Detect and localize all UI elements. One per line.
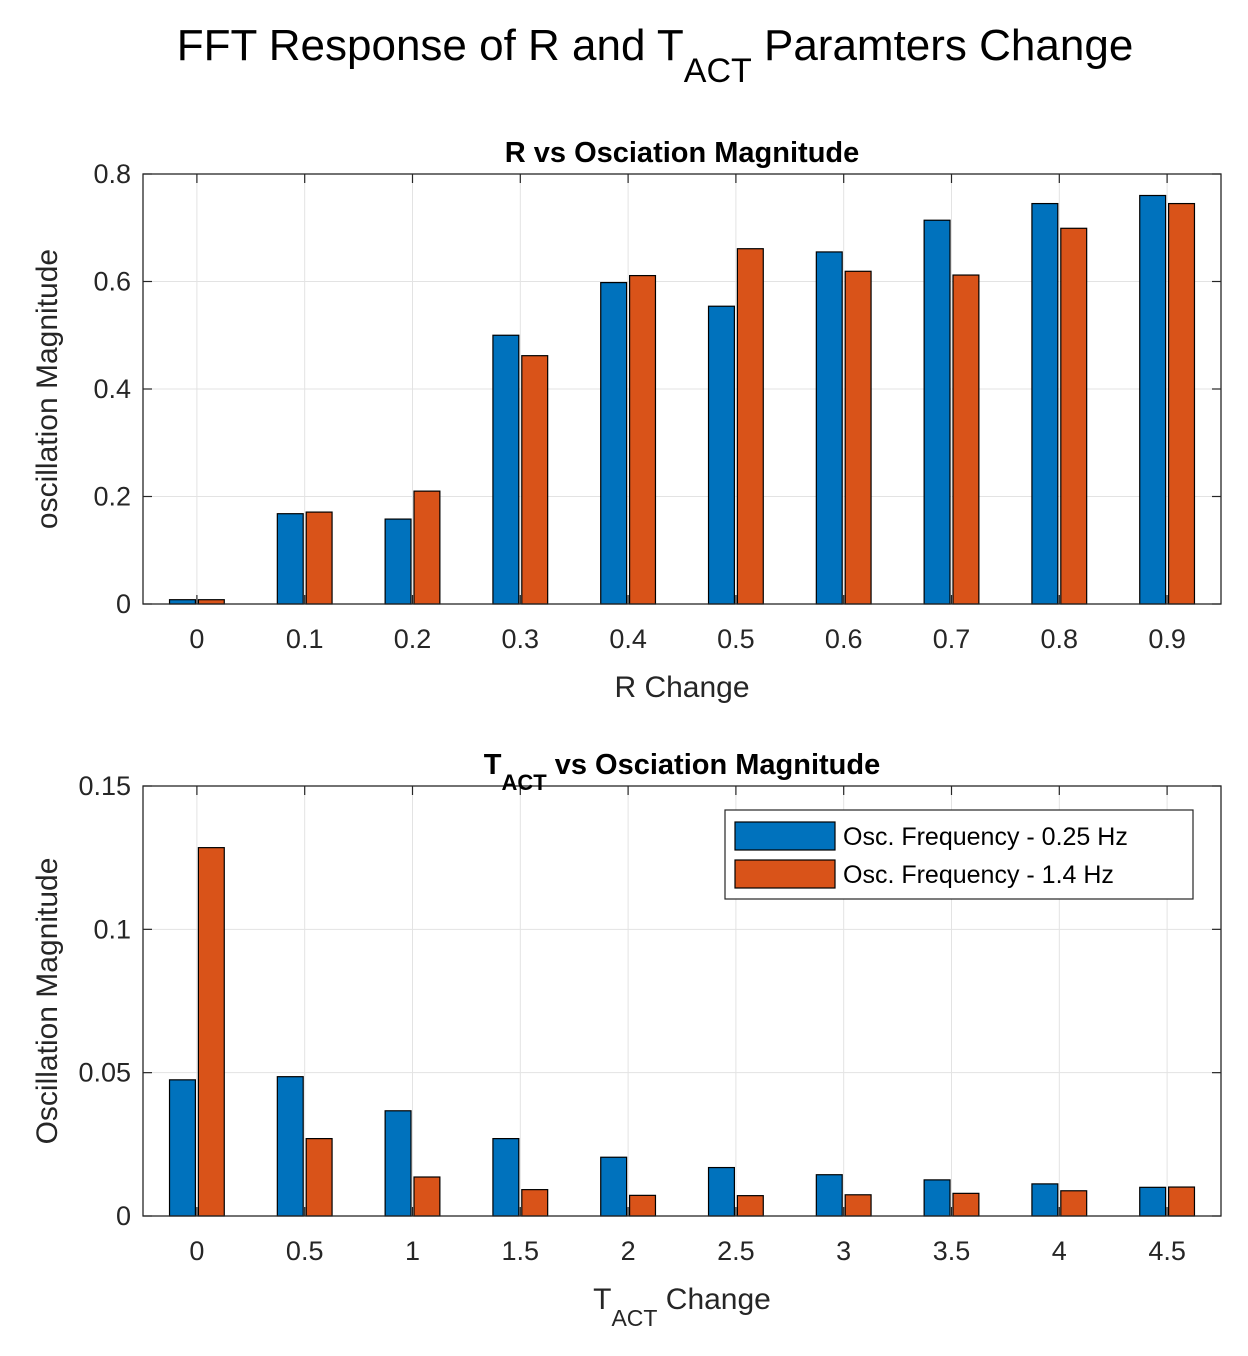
y-tick-label: 0.8 [93,159,131,189]
bar-series-1-3-5 [923,1179,951,1217]
figure-title: FFT Response of R and TACT Paramters Cha… [177,21,1134,90]
bar-series-2-0-6 [844,270,872,605]
bar-series-2-0-4 [628,274,657,605]
x-tick-label: 0 [189,624,204,654]
x-tick-label: 4 [1052,1236,1067,1266]
x-tick-label: 0.5 [717,624,755,654]
bar-series-2-4-5 [1167,1186,1196,1217]
bar-series-2-0 [197,847,225,1217]
chart-r-vs-oscillation: 0 0.1 0.2 0.3 0.4 0.5 0.6 0.7 0.8 0.9 0 0.2 0.4 0.6 0.… [31,137,1222,704]
figure-title-subscript: ACT [684,52,752,90]
x-tick-label: 1 [405,1236,420,1266]
bar-series-2-2-5 [736,1195,764,1217]
bar-series-2-0-9 [1167,202,1196,605]
x-tick-label: 2.5 [717,1236,755,1266]
bar-series-2-2 [628,1194,657,1217]
y-axis-label: oscillation Magnitude [31,249,64,529]
chart-title-main: T [484,749,502,781]
bar-series-1-3 [815,1174,843,1217]
bar-series-2-3 [844,1194,872,1217]
bar-series-1-0-5 [707,305,736,605]
chart-title: TACT vs Osciation Magnitude [484,749,881,795]
x-axis-label-main: R Change [614,671,749,704]
bar-series-1-0-2 [384,518,412,605]
x-tick-label: 0.9 [1148,624,1186,654]
bar-series-1-4 [1031,1183,1059,1217]
chart-title: R vs Osciation Magnitude [505,137,860,169]
bar-series-2-0-1 [305,511,333,605]
y-tick-label: 0.15 [78,771,131,801]
bar-series-2-0-2 [413,490,441,605]
chart-title-subscript: ACT [501,770,547,795]
y-tick-label: 0.05 [78,1058,131,1088]
x-axis-label: TACT Change [593,1283,771,1331]
bar-series-2-0-5 [736,248,764,605]
x-tick-label: 1.5 [502,1236,540,1266]
x-tick-label: 0.7 [933,624,971,654]
bar-series-2-1 [413,1176,441,1217]
bar-series-1-2-5 [707,1166,736,1217]
bar-series-2-0-8 [1060,227,1088,605]
legend-swatch-series-1 [734,821,836,851]
x-tick-label: 4.5 [1148,1236,1186,1266]
bar-series-1-0 [168,1079,196,1217]
bar-series-1-0-1 [276,513,304,605]
x-axis-label-main: T [593,1283,611,1316]
x-tick-label: 3 [836,1236,851,1266]
x-tick-label: 0.6 [825,624,863,654]
x-tick-label: 0.3 [502,624,540,654]
y-tick-label: 0 [116,1201,131,1231]
bar-series-2-0-3 [521,355,549,605]
y-tick-label: 0.2 [93,482,131,512]
bar-series-2-0-5 [305,1137,333,1217]
figure-title-prefix: FFT Response of R and T [177,21,684,70]
bar-series-1-0-5 [276,1076,304,1217]
x-tick-label: 0 [189,1236,204,1266]
figure-title-suffix: Paramters Change [752,21,1134,70]
bar-series-1-0-9 [1139,194,1167,605]
x-tick-label: 0.1 [286,624,324,654]
bar-series-1-0-8 [1031,202,1059,605]
x-tick-label: 3.5 [933,1236,971,1266]
bar-series-1-2 [600,1156,628,1217]
x-tick-label: 0.2 [394,624,432,654]
chart-title-suffix: R vs Osciation Magnitude [505,137,860,169]
bar-series-2-0-7 [952,274,980,605]
bar-series-1-0-3 [492,334,520,605]
legend: Osc. Frequency - 0.25 Hz Osc. Frequency -… [724,809,1194,900]
chart-title-suffix: vs Osciation Magnitude [547,749,881,781]
legend-swatch-series-2 [734,859,836,889]
x-tick-label: 2 [621,1236,636,1266]
axes-box [142,785,1222,1217]
x-axis-label: R Change [614,671,749,704]
y-axis-label: Oscillation Magnitude [31,858,64,1145]
bar-series-1-0-7 [923,219,951,605]
bar-series-1-1 [384,1110,412,1217]
x-axis-label-subscript: ACT [611,1305,657,1331]
y-tick-label: 0.1 [93,914,131,944]
bar-series-2-4 [1060,1190,1088,1217]
bar-series-2-1-5 [521,1189,549,1217]
y-tick-label: 0.4 [93,374,131,404]
legend-label-series-1: Osc. Frequency - 0.25 Hz [843,823,1128,851]
bar-series-1-0-4 [600,281,628,605]
bar-series-1-0-6 [815,251,843,605]
y-tick-label: 0 [116,589,131,619]
x-tick-label: 0.8 [1041,624,1079,654]
x-tick-label: 0.4 [609,624,647,654]
bar-series-1-1-5 [492,1137,520,1217]
y-tick-label: 0.6 [93,267,131,297]
bar-series-1-4-5 [1139,1186,1167,1217]
x-tick-label: 0.5 [286,1236,324,1266]
bar-series-2-3-5 [952,1192,980,1217]
legend-label-series-2: Osc. Frequency - 1.4 Hz [843,861,1114,889]
x-axis-label-suffix: Change [657,1283,770,1316]
